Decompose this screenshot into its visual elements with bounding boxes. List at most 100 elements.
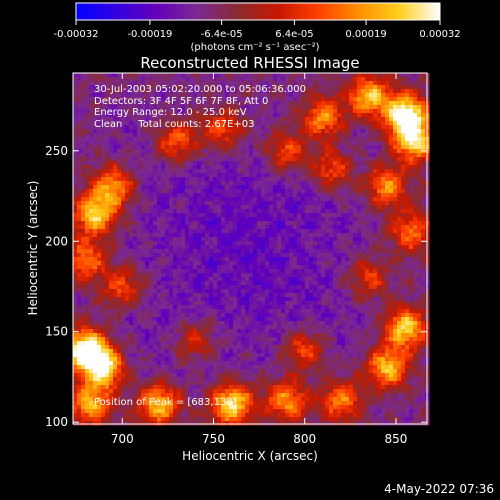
heatmap-cell	[137, 397, 142, 402]
heatmap-cell	[141, 213, 146, 218]
heatmap-cell	[189, 93, 194, 98]
heatmap-cell	[261, 317, 266, 322]
heatmap-cell	[233, 253, 238, 258]
heatmap-cell	[153, 169, 158, 174]
heatmap-cell	[145, 165, 150, 170]
heatmap-cell	[117, 201, 122, 206]
heatmap-cell	[153, 105, 158, 110]
heatmap-cell	[261, 265, 266, 270]
heatmap-cell	[125, 133, 130, 138]
heatmap-cell	[85, 405, 90, 410]
heatmap-cell	[149, 421, 154, 426]
heatmap-cell	[253, 405, 258, 410]
heatmap-cell	[237, 137, 242, 142]
heatmap-cell	[165, 197, 170, 202]
heatmap-cell	[205, 305, 210, 310]
heatmap-cell	[221, 249, 226, 254]
heatmap-cell	[81, 181, 86, 186]
heatmap-cell	[85, 277, 90, 282]
heatmap-cell	[245, 89, 250, 94]
heatmap-cell	[77, 241, 82, 246]
heatmap-cell	[81, 133, 86, 138]
heatmap-cell	[277, 325, 282, 330]
heatmap-cell	[177, 361, 182, 366]
heatmap-cell	[297, 141, 302, 146]
heatmap-cell	[229, 193, 234, 198]
colorbar	[75, 2, 441, 21]
heatmap-cell	[125, 77, 130, 82]
heatmap-cell	[293, 181, 298, 186]
heatmap-cell	[253, 77, 258, 82]
heatmap-cell	[249, 293, 254, 298]
heatmap-cell	[201, 385, 206, 390]
heatmap-cell	[241, 217, 246, 222]
heatmap-cell	[241, 237, 246, 242]
heatmap-cell	[201, 293, 206, 298]
heatmap-cell	[261, 81, 266, 86]
heatmap-cell	[109, 221, 114, 226]
heatmap-cell	[125, 125, 130, 130]
heatmap-cell	[285, 393, 290, 398]
heatmap-cell	[273, 149, 278, 154]
heatmap-cell	[113, 225, 118, 230]
heatmap-cell	[289, 85, 294, 90]
heatmap-cell	[189, 137, 194, 142]
heatmap-cell	[185, 149, 190, 154]
heatmap-cell	[173, 73, 178, 78]
heatmap-cell	[125, 265, 130, 270]
heatmap-cell	[153, 365, 158, 370]
heatmap-cell	[105, 137, 110, 142]
heatmap-cell	[297, 229, 302, 234]
heatmap-cell	[73, 413, 78, 418]
heatmap-cell	[81, 77, 86, 82]
heatmap-cell	[285, 285, 290, 290]
heatmap-cell	[113, 313, 118, 318]
heatmap-cell	[153, 89, 158, 94]
heatmap-cell	[273, 297, 278, 302]
heatmap-cell	[169, 121, 174, 126]
heatmap-cell	[193, 273, 198, 278]
heatmap-cell	[265, 313, 270, 318]
heatmap-cell	[169, 317, 174, 322]
heatmap-cell	[273, 321, 278, 326]
heatmap-cell	[93, 229, 98, 234]
heatmap-cell	[169, 405, 174, 410]
heatmap-cell	[209, 245, 214, 250]
heatmap-cell	[209, 149, 214, 154]
heatmap-cell	[185, 325, 190, 330]
heatmap-cell	[169, 301, 174, 306]
heatmap-cell	[225, 225, 230, 230]
heatmap-cell	[177, 253, 182, 258]
heatmap-cell	[97, 413, 102, 418]
heatmap-cell	[253, 165, 258, 170]
heatmap-cell	[109, 357, 114, 362]
heatmap-cell	[241, 137, 246, 142]
heatmap-cell	[77, 277, 82, 282]
heatmap-cell	[125, 121, 130, 126]
heatmap-cell	[189, 173, 194, 178]
heatmap-cell	[277, 421, 282, 426]
heatmap-cell	[81, 269, 86, 274]
heatmap-cell	[173, 221, 178, 226]
heatmap-cell	[137, 281, 142, 286]
heatmap-cell	[249, 229, 254, 234]
heatmap-cell	[269, 273, 274, 278]
heatmap-cell	[185, 93, 190, 98]
heatmap-cell	[145, 225, 150, 230]
heatmap-cell	[217, 269, 222, 274]
heatmap-cell	[157, 217, 162, 222]
heatmap-cell	[73, 285, 78, 290]
heatmap-cell	[201, 121, 206, 126]
heatmap-cell	[205, 157, 210, 162]
heatmap-cell	[145, 369, 150, 374]
heatmap-cell	[101, 309, 106, 314]
heatmap-cell	[97, 261, 102, 266]
heatmap-cell	[237, 261, 242, 266]
heatmap-cell	[105, 325, 110, 330]
heatmap-cell	[265, 361, 270, 366]
heatmap-cell	[213, 357, 218, 362]
heatmap-cell	[113, 97, 118, 102]
heatmap-cell	[137, 293, 142, 298]
heatmap-cell	[221, 333, 226, 338]
heatmap-cell	[73, 293, 78, 298]
